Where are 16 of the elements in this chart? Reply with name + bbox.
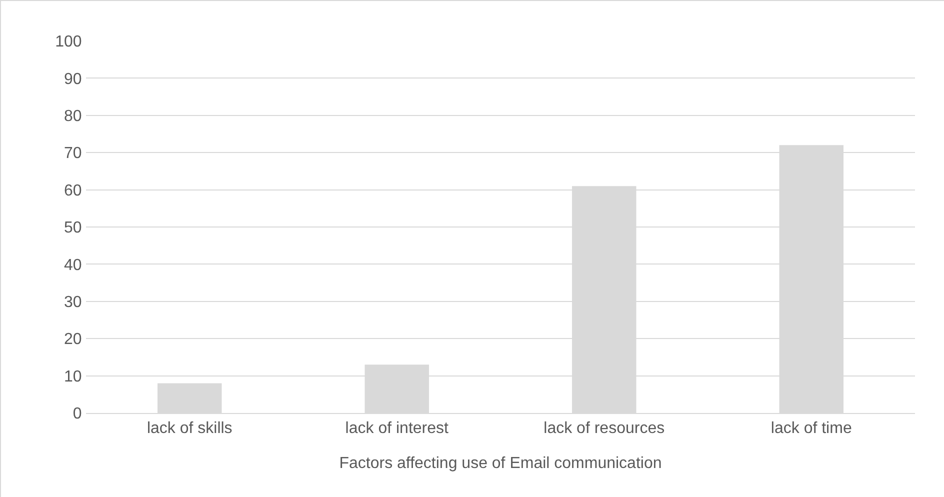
y-tick-label: 90 [64,70,82,88]
y-tick-label: 100 [55,34,82,51]
x-axis-title: Factors affecting use of Email communication [339,454,662,472]
y-tick-label: 20 [64,331,82,348]
x-tick-label: lack of resources [544,420,665,438]
y-tick-label: 0 [72,406,82,423]
y-tick-label: 50 [64,220,82,237]
y-tick-label: 70 [64,145,82,162]
y-tick-label: 80 [64,108,82,125]
y-tick-label: 40 [64,256,82,274]
y-tick-label: 10 [64,368,82,386]
y-tick-label: 30 [64,294,82,311]
y-tick-label: 60 [64,182,82,200]
x-tick-label: lack of interest [345,420,450,438]
x-tick-label: lack of skills [146,420,232,438]
x-tick-label: lack of time [770,420,852,438]
